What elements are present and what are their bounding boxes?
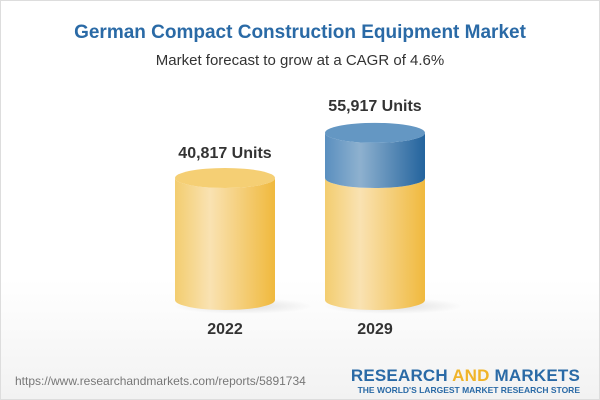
logo-research: RESEARCH bbox=[350, 366, 453, 385]
bar-top-2029 bbox=[325, 122, 425, 143]
bar-top-2022 bbox=[175, 168, 275, 188]
brand-logo: RESEARCH AND MARKETS THE WORLD'S LARGEST… bbox=[351, 367, 580, 396]
bar-base-2029 bbox=[325, 178, 425, 310]
data-label-2029: 55,917 Units bbox=[328, 98, 421, 115]
category-label-2029: 2029 bbox=[357, 321, 393, 338]
category-label-2022: 2022 bbox=[207, 321, 243, 338]
data-label-2022: 40,817 Units bbox=[178, 145, 271, 162]
bar-growth-2029 bbox=[325, 132, 425, 188]
bar-base-2022 bbox=[175, 178, 275, 310]
source-url[interactable]: https://www.researchandmarkets.com/repor… bbox=[15, 374, 306, 388]
logo-markets: MARKETS bbox=[489, 366, 580, 385]
chart-subtitle: Market forecast to grow at a CAGR of 4.6… bbox=[155, 52, 445, 69]
chart-title: German Compact Construction Equipment Ma… bbox=[74, 22, 526, 43]
logo-and: AND bbox=[452, 366, 490, 385]
logo-tagline: THE WORLD'S LARGEST MARKET RESEARCH STOR… bbox=[357, 385, 580, 395]
